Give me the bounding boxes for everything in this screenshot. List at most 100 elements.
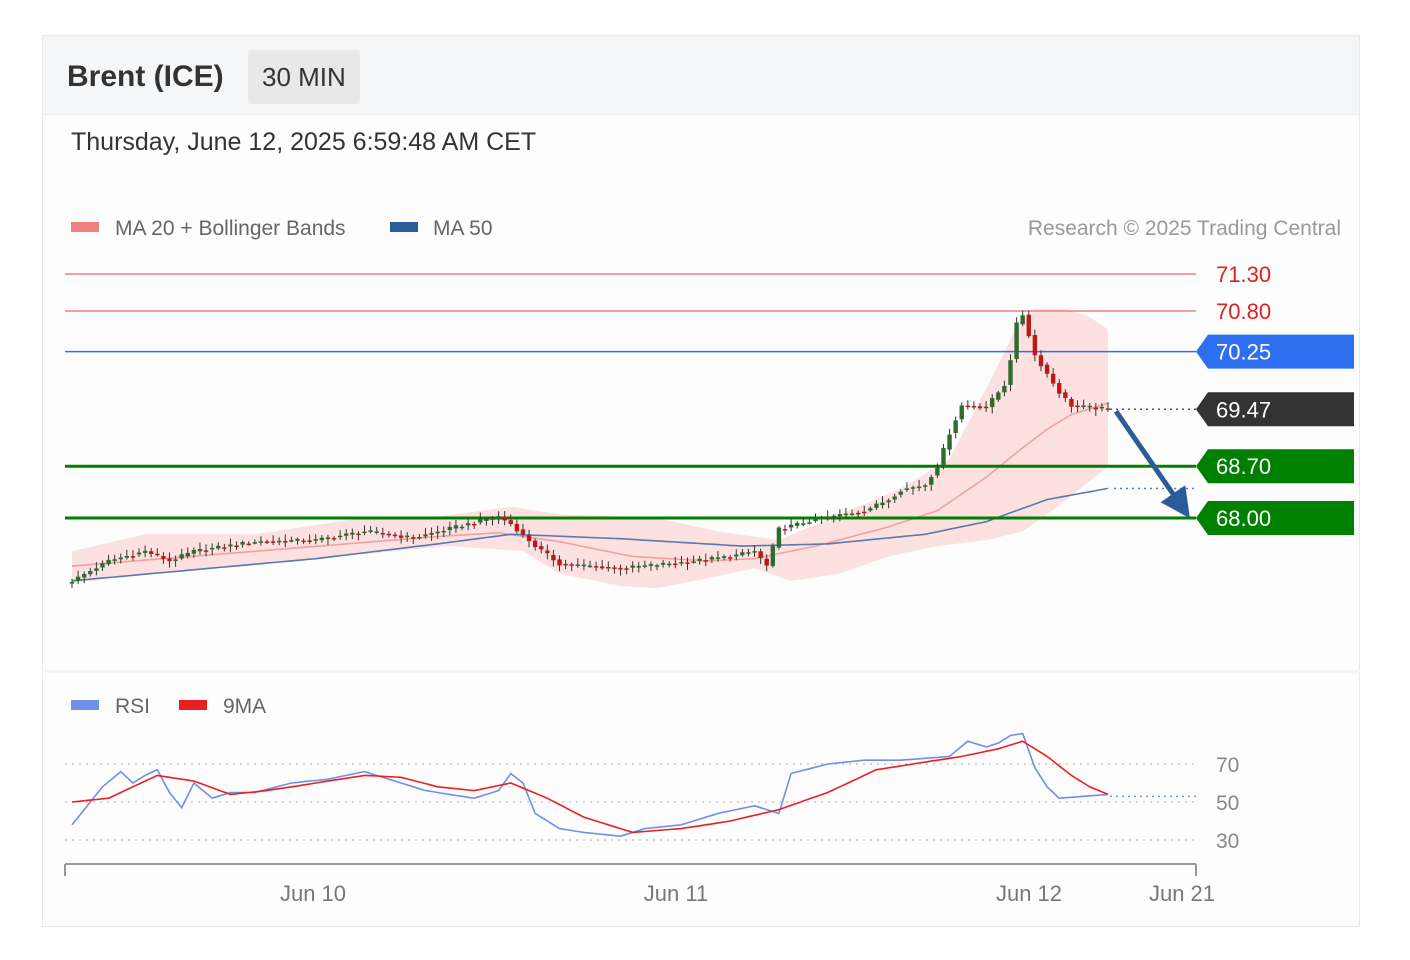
candlestick xyxy=(441,526,446,538)
candlestick xyxy=(203,544,209,557)
candle-body xyxy=(270,541,276,543)
candle-body xyxy=(770,545,776,567)
candle-body xyxy=(392,534,398,537)
candlestick xyxy=(1057,378,1062,399)
candle-body xyxy=(441,530,446,533)
candlestick xyxy=(599,559,605,570)
research-credit: Research © 2025 Trading Central xyxy=(1028,217,1341,240)
candle-body xyxy=(484,519,489,521)
candlestick xyxy=(630,561,635,573)
candlestick xyxy=(155,548,160,557)
candlestick xyxy=(1044,362,1050,378)
candle-body xyxy=(868,508,873,511)
instrument-title: Brent (ICE) xyxy=(67,60,224,93)
candlestick xyxy=(831,514,836,523)
candle-body xyxy=(965,405,971,408)
candlestick xyxy=(983,400,989,412)
candlestick xyxy=(81,571,87,584)
candle-body xyxy=(1081,405,1086,407)
candlestick xyxy=(472,521,477,529)
candlestick xyxy=(679,555,684,566)
candle-body xyxy=(344,533,349,536)
candle-body xyxy=(197,549,203,552)
candlestick xyxy=(971,401,977,410)
candle-body xyxy=(624,568,629,570)
candlestick xyxy=(660,559,666,568)
candle-body xyxy=(331,537,337,540)
candle-body xyxy=(149,551,154,555)
candlestick xyxy=(898,489,903,498)
ma50-legend-swatch xyxy=(390,222,418,232)
candlestick xyxy=(435,525,440,539)
candlestick xyxy=(1002,380,1007,397)
timeframe-badge[interactable]: 30 MIN xyxy=(248,50,360,104)
candle-body xyxy=(721,556,727,558)
candlestick xyxy=(557,555,562,572)
candle-body xyxy=(368,530,373,532)
candle-body xyxy=(1069,398,1074,407)
rsi-tick-label: 50 xyxy=(1216,792,1239,815)
candlestick xyxy=(142,545,148,558)
candle-body xyxy=(209,547,215,550)
candlestick xyxy=(240,540,245,548)
candlestick xyxy=(149,548,154,558)
candle-body xyxy=(880,502,885,506)
candle-body xyxy=(136,552,142,555)
candle-body xyxy=(258,541,264,543)
candlestick xyxy=(246,541,251,546)
candle-body xyxy=(118,557,123,560)
rsi-legend-swatch xyxy=(71,700,99,710)
candle-body xyxy=(398,535,404,538)
candle-body xyxy=(307,540,312,542)
time-tick-label: Jun 11 xyxy=(644,881,708,906)
candle-body xyxy=(776,527,782,548)
candlestick xyxy=(228,538,233,552)
candle-body xyxy=(691,561,696,563)
candle-body xyxy=(1087,405,1092,408)
candlestick xyxy=(350,528,355,540)
candlestick xyxy=(191,547,197,558)
candlestick xyxy=(289,536,294,543)
candlestick xyxy=(197,542,203,555)
candle-body xyxy=(404,535,410,538)
candlestick xyxy=(106,554,111,566)
candlestick xyxy=(618,564,623,576)
candlestick xyxy=(508,514,513,527)
candle-body xyxy=(752,551,757,553)
candlestick xyxy=(727,554,733,562)
candle-body xyxy=(977,406,983,409)
candlestick xyxy=(825,510,830,521)
candlestick xyxy=(344,529,349,541)
candlestick xyxy=(496,511,501,524)
candle-body xyxy=(886,500,891,503)
candlestick xyxy=(386,531,392,538)
candle-body xyxy=(557,559,562,566)
candlestick xyxy=(216,542,221,551)
candle-body xyxy=(179,554,184,559)
pane-separator xyxy=(42,670,1360,673)
candlestick xyxy=(648,561,654,571)
candle-body xyxy=(539,546,544,550)
candlestick xyxy=(569,562,574,572)
candlestick xyxy=(764,554,769,572)
candle-body xyxy=(362,531,367,534)
time-tick-label: Jun 21 xyxy=(1149,881,1215,906)
candlestick xyxy=(161,552,166,564)
candlestick xyxy=(1063,389,1068,403)
candle-body xyxy=(289,540,294,542)
ma9-legend-label: 9MA xyxy=(223,695,266,718)
candlestick xyxy=(563,559,568,570)
candle-body xyxy=(654,565,660,567)
candle-body xyxy=(807,522,812,524)
candlestick xyxy=(331,536,337,542)
candlestick xyxy=(776,526,782,550)
candlestick xyxy=(929,474,934,491)
candlestick xyxy=(283,534,288,548)
candle-body xyxy=(971,405,977,408)
candle-body xyxy=(630,565,635,568)
candlestick xyxy=(520,524,526,538)
candle-body xyxy=(916,486,922,489)
candlestick xyxy=(313,534,318,545)
candlestick xyxy=(587,560,593,568)
candle-body xyxy=(234,545,239,548)
